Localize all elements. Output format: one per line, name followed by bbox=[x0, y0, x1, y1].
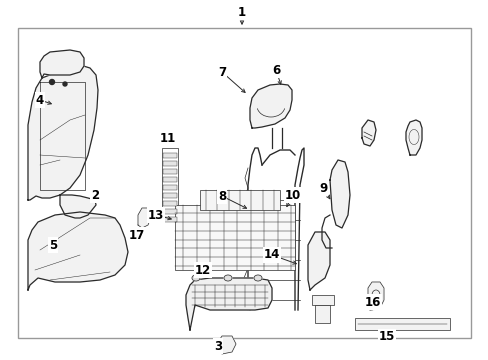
Circle shape bbox=[63, 82, 67, 86]
Bar bbox=[163, 209, 177, 214]
Text: 7: 7 bbox=[218, 66, 225, 78]
Bar bbox=[163, 153, 177, 158]
Bar bbox=[163, 177, 177, 182]
Text: 11: 11 bbox=[160, 131, 176, 144]
Polygon shape bbox=[60, 195, 96, 218]
Polygon shape bbox=[329, 160, 349, 228]
Polygon shape bbox=[218, 336, 236, 354]
Ellipse shape bbox=[224, 275, 231, 281]
Bar bbox=[163, 217, 177, 222]
Polygon shape bbox=[138, 208, 152, 228]
Text: 16: 16 bbox=[364, 296, 381, 309]
Bar bbox=[18, 28, 470, 338]
Polygon shape bbox=[185, 278, 271, 330]
Ellipse shape bbox=[192, 275, 200, 281]
Text: 12: 12 bbox=[195, 264, 211, 276]
Bar bbox=[354, 318, 449, 330]
Text: 2: 2 bbox=[91, 189, 99, 202]
Bar bbox=[163, 201, 177, 206]
Text: 1: 1 bbox=[238, 5, 245, 18]
Bar bbox=[163, 193, 177, 198]
Text: 17: 17 bbox=[129, 229, 145, 242]
Bar bbox=[163, 185, 177, 190]
Bar bbox=[314, 305, 329, 323]
Text: 9: 9 bbox=[318, 181, 326, 194]
Text: 15: 15 bbox=[378, 330, 394, 343]
Text: 10: 10 bbox=[285, 189, 301, 202]
Bar bbox=[162, 148, 178, 220]
Text: 3: 3 bbox=[214, 339, 222, 352]
Bar bbox=[311, 295, 333, 305]
Polygon shape bbox=[367, 282, 383, 310]
Polygon shape bbox=[361, 120, 375, 146]
Polygon shape bbox=[28, 65, 98, 200]
Polygon shape bbox=[40, 50, 84, 78]
Ellipse shape bbox=[253, 275, 262, 281]
Polygon shape bbox=[249, 84, 291, 128]
Circle shape bbox=[49, 80, 54, 85]
Bar bbox=[175, 205, 294, 270]
Bar bbox=[200, 190, 280, 210]
Bar bbox=[163, 161, 177, 166]
Text: 13: 13 bbox=[147, 208, 164, 221]
Text: 4: 4 bbox=[36, 94, 44, 107]
Polygon shape bbox=[28, 212, 128, 290]
Polygon shape bbox=[405, 120, 421, 155]
Text: 8: 8 bbox=[218, 189, 225, 202]
Text: 5: 5 bbox=[49, 239, 57, 252]
Text: 6: 6 bbox=[271, 63, 280, 77]
Bar bbox=[163, 169, 177, 174]
Text: 14: 14 bbox=[263, 248, 280, 261]
Polygon shape bbox=[307, 232, 329, 290]
